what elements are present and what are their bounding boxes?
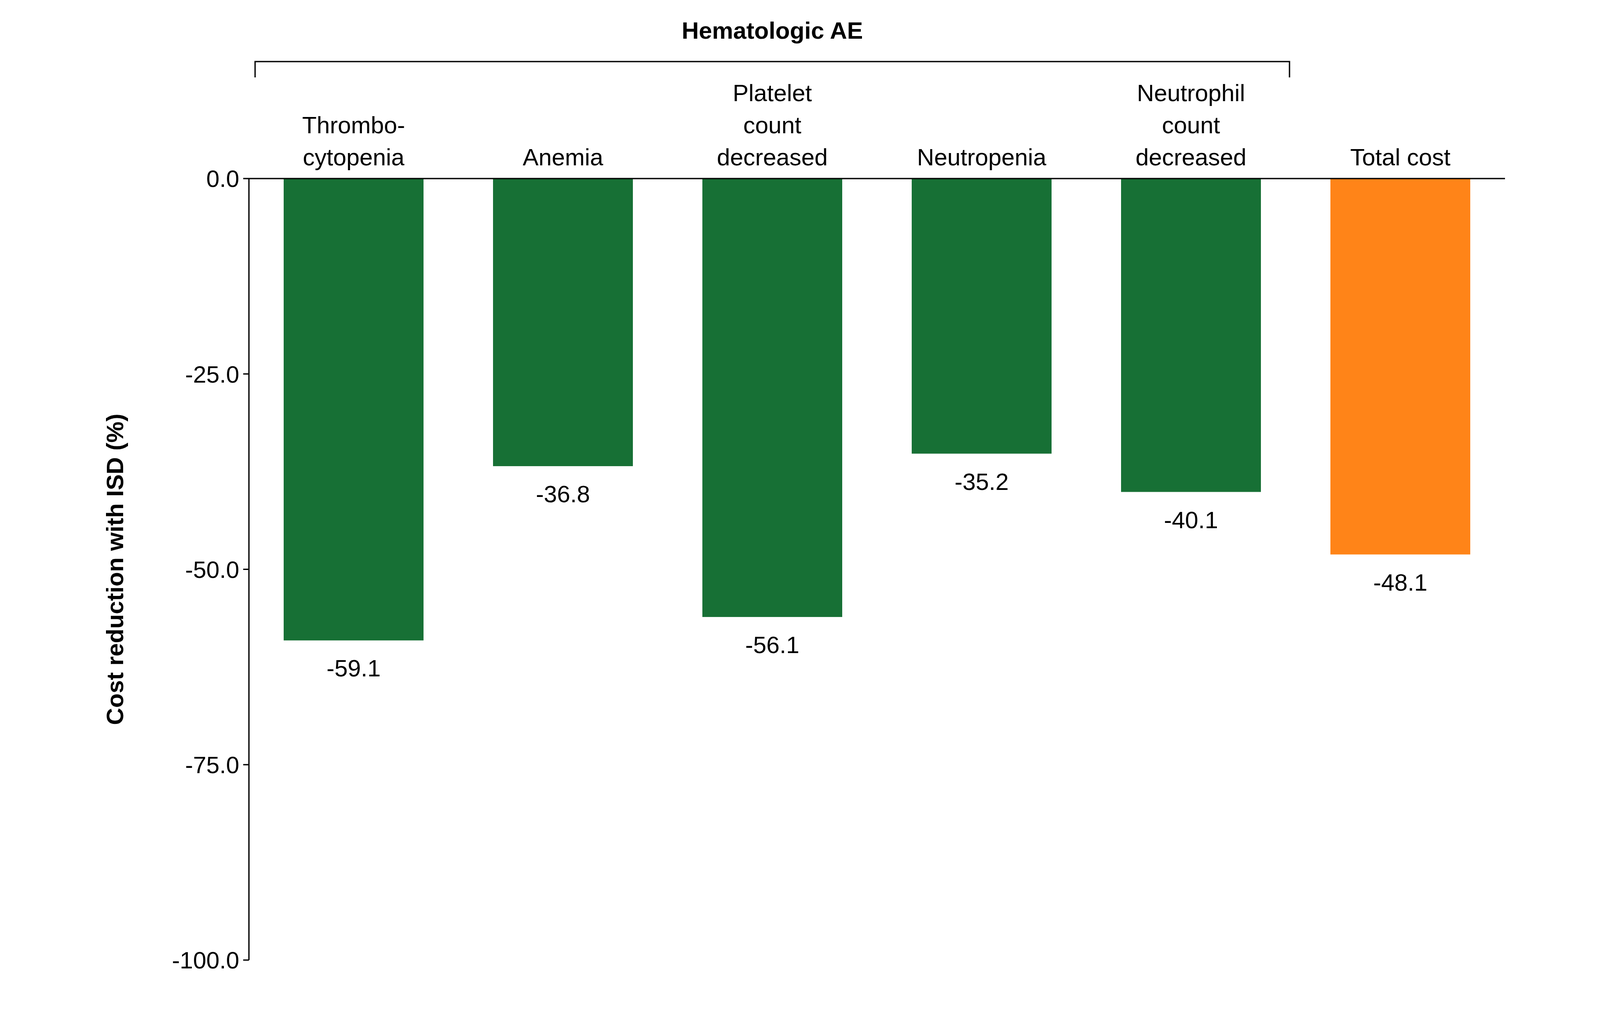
bar — [493, 178, 633, 467]
category-label: Neutropenia — [916, 143, 1047, 171]
category-label-line: count — [743, 111, 802, 139]
bar — [283, 178, 424, 641]
y-tick — [243, 959, 249, 961]
category-label-line: Platelet — [732, 79, 812, 106]
y-tick-label: -25.0 — [185, 361, 240, 388]
category-label: Neutrophil count decreased — [1135, 79, 1247, 171]
y-axis-label: Cost reduction with ISD (%) — [101, 413, 128, 726]
bracket — [255, 61, 1290, 78]
y-tick — [243, 373, 249, 375]
category-label-line: decreased — [1135, 143, 1247, 171]
chart: 0.0 -25.0 -50.0 -75.0 -100.0 Cost reduction w… — [0, 0, 1600, 1019]
category-label-line: count — [1161, 111, 1221, 139]
category-label-line: Anemia — [522, 143, 604, 171]
y-tick-label: -100.0 — [171, 946, 240, 974]
data-label: -59.1 — [326, 654, 381, 682]
bars — [283, 178, 1471, 641]
data-label: -56.1 — [745, 631, 800, 658]
x-axis-line — [248, 178, 1506, 180]
data-label: -48.1 — [1373, 569, 1428, 596]
category-label-line: Neutrophil — [1136, 79, 1246, 106]
y-tick — [243, 568, 249, 570]
category-label-line: Total cost — [1350, 143, 1451, 171]
y-tick-label: -75.0 — [185, 751, 240, 779]
bar — [702, 178, 843, 618]
category-label: Platelet count decreased — [716, 79, 828, 171]
category-label-line: Neutropenia — [916, 143, 1047, 171]
y-tick-label: 0.0 — [206, 165, 240, 192]
data-label: -35.2 — [954, 468, 1009, 495]
y-tick — [243, 763, 249, 766]
bar — [1330, 178, 1471, 555]
bar — [911, 178, 1052, 454]
category-label: Total cost — [1350, 143, 1451, 171]
data-label: -36.8 — [535, 480, 590, 508]
y-tick — [243, 178, 249, 180]
bar — [1121, 178, 1261, 493]
category-label: Thrombo-cytopenia — [302, 111, 406, 171]
category-label-line: decreased — [716, 143, 828, 171]
data-label: -40.1 — [1163, 506, 1218, 534]
category-label-line: Thrombo- — [302, 111, 406, 139]
category-label-line: cytopenia — [302, 143, 405, 171]
category-label: Anemia — [522, 143, 604, 171]
annotation: Hematologic AE — [681, 17, 863, 44]
y-tick-label: -50.0 — [185, 556, 240, 583]
